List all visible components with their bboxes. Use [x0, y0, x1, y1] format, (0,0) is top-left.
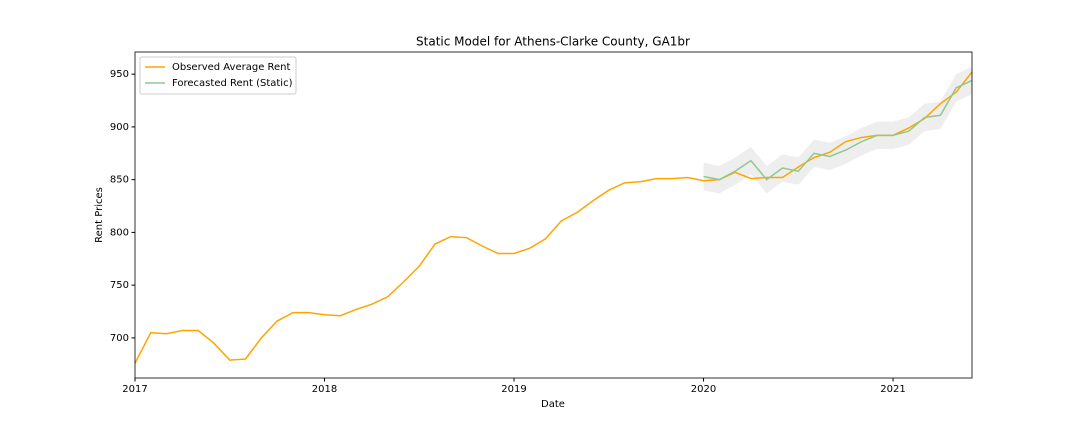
- plot-frame: [134, 51, 973, 379]
- chart-title: Static Model for Athens-Clarke County, G…: [416, 35, 690, 49]
- x-tick-label: 2020: [691, 384, 716, 395]
- y-axis-label: Rent Prices: [94, 187, 105, 243]
- y-tick-label: 800: [110, 227, 129, 238]
- y-tick-label: 700: [110, 333, 129, 344]
- x-tick-label: 2021: [880, 384, 905, 395]
- y-tick-label: 900: [110, 122, 129, 133]
- legend-label: Forecasted Rent (Static): [172, 78, 293, 89]
- series-line: [134, 71, 973, 364]
- x-tick-label: 2017: [122, 384, 147, 395]
- series-line: [703, 79, 973, 181]
- y-tick-label: 850: [110, 175, 129, 186]
- x-axis-label: Date: [541, 399, 565, 410]
- x-tick-label: 2019: [501, 384, 526, 395]
- confidence-band: [703, 66, 972, 194]
- legend-box: [139, 56, 297, 95]
- legend-label: Observed Average Rent: [172, 62, 291, 73]
- y-tick-label: 950: [110, 69, 129, 80]
- x-tick-label: 2018: [312, 384, 337, 395]
- y-tick-label: 750: [110, 280, 129, 291]
